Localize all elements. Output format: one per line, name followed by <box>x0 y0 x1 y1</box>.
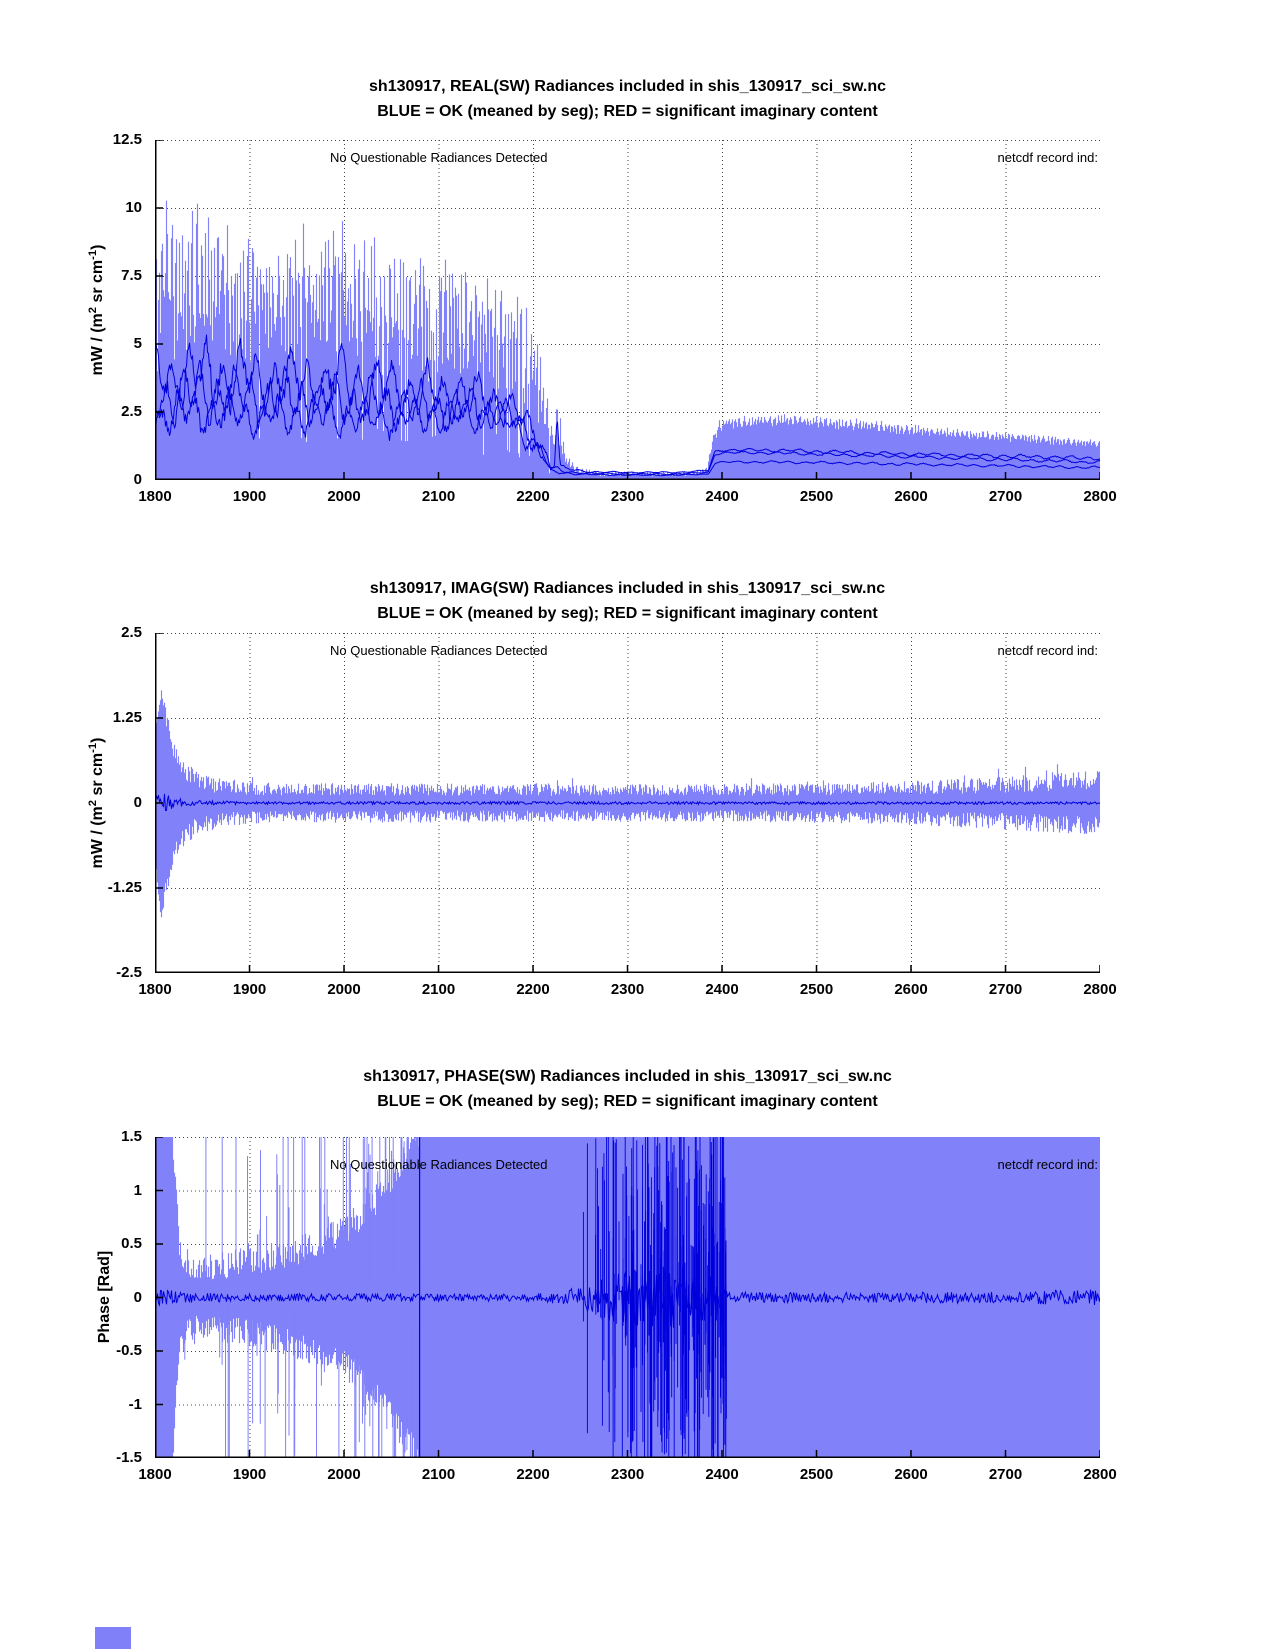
x-tick-label: 2400 <box>705 1466 739 1483</box>
imag-plot-canvas <box>155 633 1100 973</box>
y-tick-label: 1 <box>133 1181 142 1199</box>
x-tick-label: 2100 <box>421 488 456 505</box>
y-tick-label: -0.5 <box>116 1342 142 1359</box>
y-tick-label: 0 <box>133 794 142 811</box>
y-tick-label: 5 <box>133 335 142 352</box>
y-axis-label: mW / (m2 sr cm-1) <box>86 244 107 376</box>
x-tick-label: 2000 <box>327 488 361 505</box>
y-tick-label: 2.5 <box>121 624 142 641</box>
y-tick-label: 1.5 <box>121 1128 142 1145</box>
x-tick-label: 2300 <box>610 981 645 998</box>
y-tick-label: -1.5 <box>116 1449 142 1466</box>
plot-imag-title: sh130917, IMAG(SW) Radiances included in… <box>369 580 886 597</box>
x-tick-label: 2500 <box>799 1466 834 1483</box>
x-tick-label: 2400 <box>705 981 739 998</box>
x-tick-label: 2300 <box>610 1466 645 1483</box>
real-plot-canvas <box>155 140 1100 480</box>
x-tick-label: 2500 <box>799 488 834 505</box>
x-tick-label: 1800 <box>138 981 172 998</box>
x-tick-label: 2700 <box>988 981 1023 998</box>
x-tick-label: 2700 <box>988 488 1023 505</box>
x-tick-label: 2300 <box>610 488 645 505</box>
y-tick-label: 1.25 <box>112 709 142 726</box>
x-tick-label: 2200 <box>516 488 550 505</box>
x-tick-label: 1900 <box>232 488 267 505</box>
annotation-netcdf-record: netcdf record ind: <box>997 150 1098 165</box>
x-tick-label: 2800 <box>1083 981 1117 998</box>
x-tick-label: 1800 <box>138 488 172 505</box>
y-tick-label: 2.5 <box>121 403 142 420</box>
annotation-no-questionable: No Questionable Radiances Detected <box>330 643 548 658</box>
y-tick-label: 0 <box>133 471 142 488</box>
plot-real-title: sh130917, REAL(SW) Radiances included in… <box>369 78 886 95</box>
x-tick-label: 2200 <box>516 1466 550 1483</box>
x-tick-label: 2800 <box>1083 1466 1117 1483</box>
x-tick-label: 2100 <box>421 981 456 998</box>
x-tick-label: 2000 <box>327 1466 361 1483</box>
annotation-netcdf-record: netcdf record ind: <box>997 1157 1098 1172</box>
y-tick-label: 12.5 <box>112 131 142 148</box>
x-tick-label: 2600 <box>894 981 928 998</box>
x-tick-label: 2500 <box>799 981 834 998</box>
y-tick-label: -1.25 <box>107 879 142 896</box>
y-tick-label: 0.5 <box>121 1235 142 1252</box>
x-tick-label: 2400 <box>705 488 739 505</box>
plot-real-subtitle: BLUE = OK (meaned by seg); RED = signifi… <box>377 103 878 120</box>
x-tick-label: 2700 <box>988 1466 1023 1483</box>
x-tick-label: 2200 <box>516 981 550 998</box>
x-tick-label: 1900 <box>232 1466 267 1483</box>
corner-color-swatch <box>95 1627 131 1649</box>
annotation-no-questionable: No Questionable Radiances Detected <box>330 150 548 165</box>
x-tick-label: 1900 <box>232 981 267 998</box>
x-tick-label: 2000 <box>327 981 361 998</box>
x-tick-label: 2600 <box>894 1466 928 1483</box>
y-tick-label: -1 <box>128 1395 142 1413</box>
plot-imag-subtitle: BLUE = OK (meaned by seg); RED = signifi… <box>377 605 878 622</box>
x-tick-label: 2800 <box>1083 488 1117 505</box>
x-tick-label: 2100 <box>421 1466 456 1483</box>
plot-phase-subtitle: BLUE = OK (meaned by seg); RED = signifi… <box>377 1093 878 1110</box>
annotation-no-questionable: No Questionable Radiances Detected <box>330 1157 548 1172</box>
annotation-netcdf-record: netcdf record ind: <box>997 643 1098 658</box>
y-tick-label: 10 <box>125 199 142 216</box>
phase-plot-canvas <box>155 1137 1100 1458</box>
x-tick-label: 1800 <box>138 1466 172 1483</box>
x-tick-label: 2600 <box>894 488 928 505</box>
y-tick-label: 0 <box>133 1288 142 1306</box>
plot-phase-title: sh130917, PHASE(SW) Radiances included i… <box>363 1068 892 1085</box>
y-tick-label: 7.5 <box>121 267 142 284</box>
y-tick-label: -2.5 <box>116 964 142 981</box>
